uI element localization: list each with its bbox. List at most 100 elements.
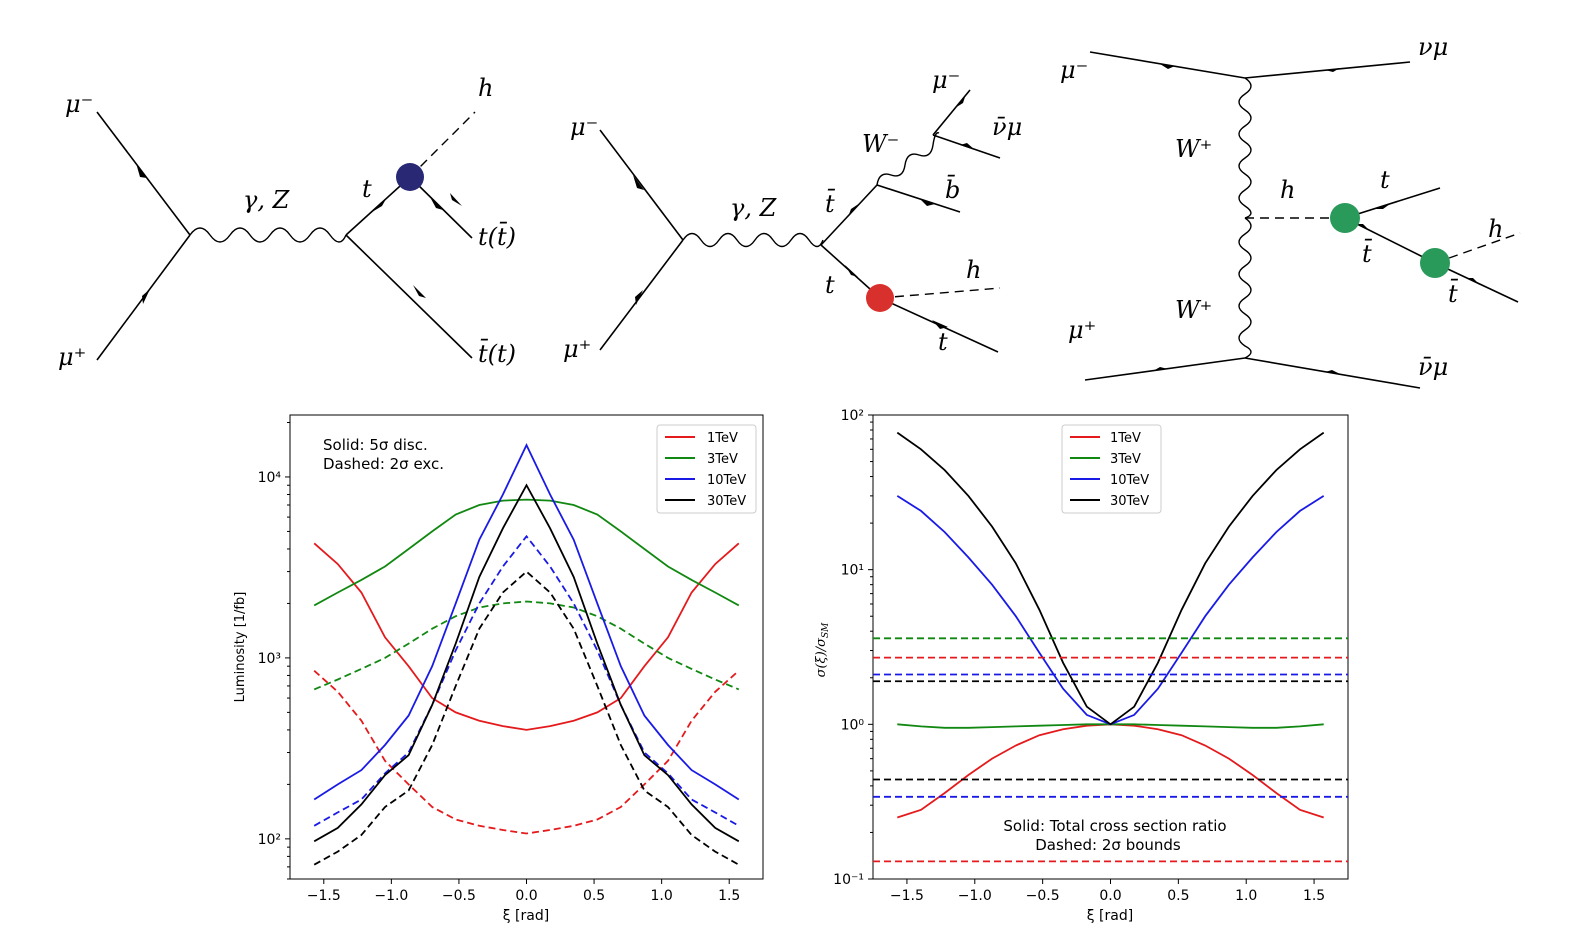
chart-cross-section-ratio: −1.5 −1.0 −0.5 0.0 0.5 1.0 1.5 10⁻¹ 10⁰ 10¹ 10² So… [814,408,1349,924]
chart2-xtick-label: 1.5 [1303,888,1325,904]
d1-tbar-line [345,234,473,359]
chart2-series [873,431,1348,863]
chart2-xtick-label: −1.0 [958,888,992,904]
chart1-ytick-label: 10³ [258,651,281,667]
chart1-ylabel: Luminosity [1/fb] [233,592,248,703]
d1-blob-blue [396,163,424,191]
d2-arrow [633,175,644,190]
d1-label-boson: γ, Z [243,186,291,214]
chart2-xtick-label: −1.5 [890,888,924,904]
d2-photon-propagator [682,232,824,248]
d3-higgs-right-line [1434,232,1521,264]
chart1-legend-box [656,424,757,514]
chart1-xtick-label: 1.5 [718,888,740,904]
chart1-series [313,443,740,866]
d1-arrow [430,197,443,210]
chart2-legend-label-3tev: 3TeV [1110,452,1141,467]
d3-label-tbar-right: t̄ [1448,279,1459,308]
d1-label-mu-plus: μ⁺ [58,343,86,371]
chart2-legend-box [1061,424,1162,514]
d1-photon-propagator [189,227,347,243]
chart2-legend: 1TeV 3TeV 10TeV 30TeV [1061,424,1162,514]
feynman-diagram-2: μ⁻ μ⁺ γ, Z t̄ t W⁻ μ⁻ ν̄μ b̄ h t [563,66,1022,363]
d3-arrow [1325,370,1340,374]
d3-blob-green-1 [1330,203,1360,233]
chart1-xtick-label: −0.5 [442,888,476,904]
d1-arrow [413,285,426,298]
d2-blob-red [866,284,894,312]
chart2-ytick-label: 10⁰ [841,717,865,733]
d2-arrow [848,203,860,217]
d3-blob-green-2 [1420,248,1450,278]
d1-label-top: t [362,175,372,203]
d3-label-w-plus-bottom: W⁺ [1175,296,1212,324]
d2-arrow [845,265,858,277]
d2-label-mu-minus: μ⁻ [570,113,598,141]
d2-arrow [920,199,935,206]
chart-luminosity: −1.5 −1.0 −0.5 0.0 0.5 1.0 1.5 10² 10³ 10⁴ Solid:… [233,414,764,924]
d3-top-line [1344,187,1441,219]
chart1-legend-label-3tev: 3TeV [707,452,738,467]
chart2-legend-label-10tev: 10TeV [1110,473,1149,488]
chart1-ytick-label: 10⁴ [258,470,282,486]
d3-arrow [1325,68,1340,72]
chart2-series-30tev-solid [896,431,1325,726]
chart1-legend: 1TeV 3TeV 10TeV 30TeV [656,424,757,514]
chart2-annotation-line1: Solid: Total cross section ratio [1003,817,1226,835]
chart2-series-10tev-solid [896,495,1325,726]
chart2-ytick-label: 10⁻¹ [833,872,864,888]
chart1-ytick-label: 10² [258,832,281,848]
chart1-xtick-label: −1.0 [374,888,408,904]
chart2-ytick-label: 10² [841,408,864,424]
d3-label-higgs-mid: h [1280,176,1295,204]
d2-w-minus-propagator [876,132,940,186]
d1-label-tbar-t: t̄(t) [478,339,516,368]
d2-mu-minus-line [599,129,684,241]
d2-arrow [955,94,966,108]
chart1-xtick-label: 0.5 [583,888,605,904]
d3-label-w-plus-top: W⁺ [1175,135,1212,163]
chart1-series-3tev-solid [313,498,740,607]
d1-label-mu-minus: μ⁻ [65,90,93,118]
d2-label-top: t [825,271,835,299]
d3-label-nubar: ν̄μ [1418,353,1448,381]
d3-label-tbar-mid: t̄ [1362,239,1373,268]
d2-label-w-minus: W⁻ [862,130,899,158]
d2-arrow [635,290,643,305]
d2-label-higgs: h [966,256,981,284]
d2-bbar-line [876,184,961,213]
d2-mu-plus-line [599,239,684,351]
chart1-series-3tev-dashed [313,600,740,691]
feynman-diagram-1: μ⁻ μ⁺ γ, Z h t t(t̄) t̄(t) [58,74,516,371]
chart1-series-1tev-dashed [313,670,740,835]
d1-label-higgs: h [478,74,493,102]
chart2-xtick-label: −0.5 [1026,888,1060,904]
chart2-ytick-label: 10¹ [841,563,864,579]
chart1-xtick-label: 0.0 [515,888,537,904]
chart1-ticks: −1.5 −1.0 −0.5 0.0 0.5 1.0 1.5 10² 10³ 10⁴ [258,421,740,904]
d1-tt-line [409,176,473,239]
chart1-annotation-line1: Solid: 5σ disc. [323,436,428,454]
chart1-xtick-label: −1.5 [307,888,341,904]
d2-label-bbar: b̄ [945,175,960,204]
chart1-series-30tev-solid [313,483,740,843]
d3-arrow [1356,224,1370,231]
chart2-series-1tev-solid [897,723,1324,819]
d3-w-plus-bottom-propagator [1238,217,1252,359]
feynman-diagram-3: μ⁻ νμ W⁺ W⁺ h t t̄ h t̄ μ⁺ ν̄μ [1060,33,1521,389]
d2-label-boson: γ, Z [730,194,778,222]
d1-higgs-line [409,111,476,178]
chart2-ticks: −1.5 −1.0 −0.5 0.0 0.5 1.0 1.5 10⁻¹ 10⁰ 10¹ 10² [833,408,1325,904]
d2-label-t-out: t [938,328,948,356]
chart1-xtick-label: 1.0 [651,888,673,904]
d3-label-mu-plus: μ⁺ [1068,316,1096,344]
chart2-xtick-label: 1.0 [1235,888,1257,904]
chart2-ylabel: σ(ξ)/σSM [814,622,831,678]
d3-label-mu-minus: μ⁻ [1060,56,1088,84]
d3-w-plus-top-propagator [1238,77,1252,219]
d3-label-top: t [1380,166,1390,194]
d2-label-mu-plus: μ⁺ [563,335,591,363]
chart2-xtick-label: 0.5 [1167,888,1189,904]
chart2-legend-label-30tev: 30TeV [1110,494,1149,509]
chart1-series-10tev-solid [313,443,740,801]
